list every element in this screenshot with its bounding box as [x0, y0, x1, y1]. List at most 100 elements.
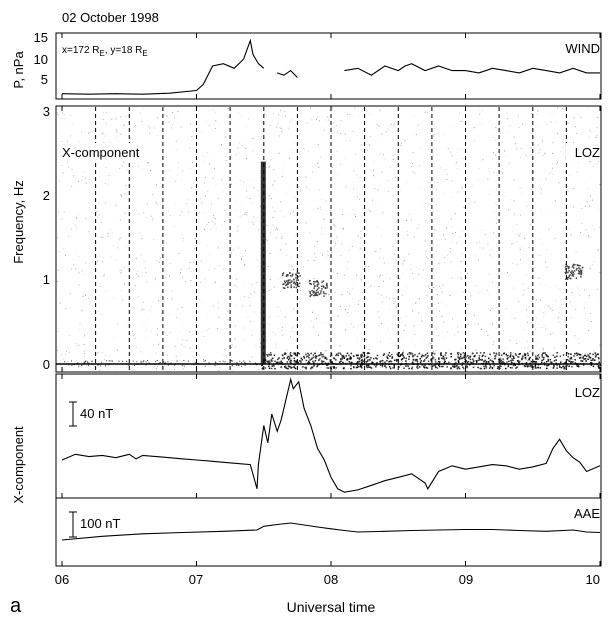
- noise-speck: [267, 266, 269, 267]
- low-freq-speck: [438, 362, 441, 364]
- noise-speck: [382, 211, 384, 213]
- low-freq-speck: [391, 353, 393, 356]
- noise-speck: [378, 125, 380, 127]
- noise-speck: [353, 188, 354, 190]
- low-freq-speck: [572, 361, 574, 363]
- low-freq-speck: [181, 364, 183, 366]
- noise-speck: [438, 262, 440, 264]
- noise-speck: [221, 224, 223, 226]
- noise-speck: [505, 370, 506, 372]
- noise-speck: [566, 257, 568, 259]
- noise-speck: [285, 254, 287, 256]
- noise-speck: [356, 135, 358, 137]
- spectral-blob: [577, 264, 579, 266]
- low-freq-speck: [399, 364, 402, 366]
- noise-speck: [277, 328, 279, 330]
- scale-bar-100nt-label: 100 nT: [80, 516, 121, 531]
- low-freq-speck: [450, 356, 452, 358]
- noise-speck: [155, 202, 157, 204]
- noise-speck: [552, 152, 554, 154]
- noise-speck: [570, 234, 572, 236]
- noise-speck: [344, 158, 346, 160]
- noise-speck: [115, 370, 117, 372]
- noise-speck: [264, 159, 266, 161]
- low-freq-speck: [484, 364, 487, 366]
- spectral-blob: [297, 285, 299, 287]
- low-freq-speck: [68, 364, 70, 366]
- low-freq-speck: [563, 368, 565, 370]
- low-freq-speck: [543, 352, 545, 354]
- low-freq-speck: [500, 365, 502, 367]
- noise-speck: [189, 147, 191, 149]
- noise-speck: [226, 355, 228, 357]
- low-freq-speck: [236, 362, 238, 364]
- noise-speck: [522, 283, 524, 285]
- low-freq-speck: [355, 366, 358, 369]
- spectral-blob: [294, 283, 296, 285]
- noise-speck: [194, 247, 196, 249]
- noise-speck: [398, 358, 400, 360]
- noise-speck: [341, 366, 343, 368]
- low-freq-speck: [358, 360, 360, 363]
- noise-speck: [367, 149, 369, 151]
- noise-speck: [245, 148, 247, 149]
- noise-speck: [520, 214, 522, 216]
- low-freq-speck: [360, 355, 362, 357]
- noise-speck: [143, 319, 145, 321]
- low-freq-speck: [437, 360, 440, 363]
- low-freq-speck: [143, 360, 145, 362]
- low-freq-speck: [475, 360, 478, 362]
- noise-speck: [452, 233, 454, 234]
- noise-speck: [413, 236, 415, 238]
- noise-speck: [437, 302, 439, 304]
- noise-speck: [230, 119, 232, 121]
- noise-speck: [457, 326, 459, 328]
- noise-speck: [330, 337, 332, 339]
- noise-speck: [432, 226, 434, 228]
- noise-speck: [67, 360, 69, 362]
- noise-speck: [504, 362, 506, 364]
- noise-speck: [208, 125, 210, 127]
- low-freq-speck: [454, 365, 457, 368]
- low-freq-speck: [402, 352, 404, 354]
- low-freq-speck: [584, 358, 587, 360]
- noise-speck: [348, 249, 350, 251]
- low-freq-speck: [552, 367, 555, 369]
- frequency-tick-label: 2: [43, 188, 50, 203]
- noise-speck: [124, 125, 125, 127]
- noise-speck: [540, 255, 542, 256]
- noise-speck: [430, 342, 432, 344]
- noise-speck: [467, 323, 469, 325]
- low-freq-speck: [496, 367, 499, 370]
- noise-speck: [156, 368, 158, 369]
- low-freq-speck: [335, 353, 338, 356]
- low-freq-speck: [532, 360, 535, 363]
- low-freq-speck: [289, 360, 291, 363]
- low-freq-speck: [268, 365, 270, 367]
- low-freq-speck: [343, 367, 345, 370]
- noise-speck: [173, 225, 175, 227]
- low-freq-speck: [524, 365, 526, 368]
- low-freq-speck: [477, 366, 479, 369]
- low-freq-speck: [514, 364, 516, 367]
- low-freq-speck: [535, 355, 537, 357]
- noise-speck: [83, 274, 85, 275]
- low-freq-speck: [526, 352, 529, 355]
- noise-speck: [446, 173, 448, 175]
- noise-speck: [243, 295, 245, 297]
- spectral-blob: [579, 264, 581, 267]
- noise-speck: [413, 278, 415, 280]
- noise-speck: [144, 337, 146, 339]
- auroral-electrojet-panel: AAE 100 nT: [61, 506, 600, 541]
- spectral-blob: [313, 285, 316, 288]
- low-freq-speck: [118, 360, 120, 362]
- pressure-line: [61, 38, 600, 95]
- noise-speck: [378, 286, 380, 287]
- noise-speck: [354, 334, 356, 336]
- noise-speck: [269, 316, 271, 318]
- noise-speck: [108, 368, 110, 370]
- noise-speck: [180, 268, 182, 270]
- spectral-blob: [290, 284, 292, 286]
- noise-speck: [564, 145, 566, 147]
- noise-speck: [381, 235, 383, 237]
